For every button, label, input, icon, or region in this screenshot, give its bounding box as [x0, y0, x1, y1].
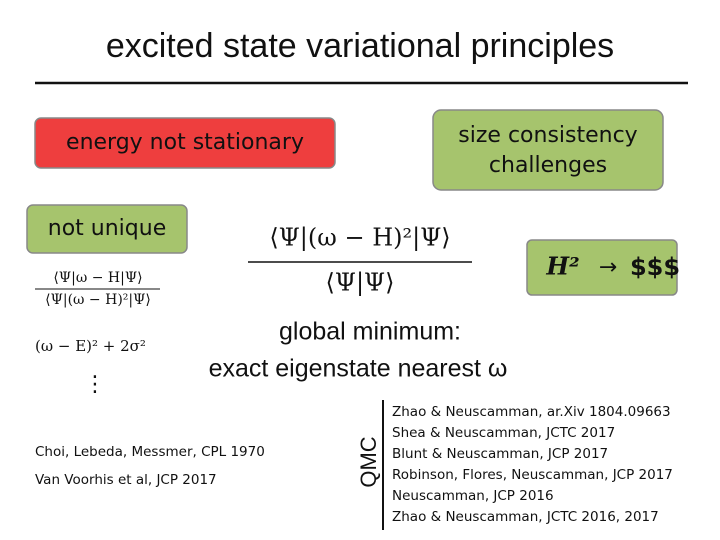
- unique-box: [26, 204, 188, 254]
- cost-rhs: $$$: [630, 253, 680, 281]
- variance-formula: (ω − E)² + 2σ²: [35, 337, 146, 355]
- qmc-label: QMC: [356, 436, 381, 487]
- cost-box: [526, 239, 678, 296]
- qmc-ref: Robinson, Flores, Neuscamman, JCP 2017: [392, 467, 673, 483]
- ellipsis: ⋮: [84, 372, 106, 397]
- size-box: [432, 109, 664, 191]
- cost-arrow: →: [599, 255, 617, 280]
- global-text: exact eigenstate nearest ω: [209, 355, 508, 383]
- left-ref: Choi, Lebeda, Messmer, CPL 1970: [35, 444, 265, 460]
- ratio-denominator: ⟨Ψ|(ω − H)²|Ψ⟩: [45, 292, 151, 308]
- energy-box: [34, 117, 336, 169]
- qmc-ref: Zhao & Neuscamman, ar.Xiv 1804.09663: [392, 404, 671, 420]
- qmc-ref: Blunt & Neuscamman, JCP 2017: [392, 446, 608, 462]
- qmc-refs: Zhao & Neuscamman, ar.Xiv 1804.09663 Shea…: [392, 404, 673, 525]
- qmc-ref: Zhao & Neuscamman, JCTC 2016, 2017: [392, 509, 659, 525]
- global-text: global minimum:: [279, 318, 461, 346]
- left-ref: Van Voorhis et al, JCP 2017: [35, 472, 217, 488]
- formula-denominator: ⟨Ψ|Ψ⟩: [326, 269, 395, 298]
- title: excited state variational principles: [106, 27, 614, 65]
- formula-numerator: ⟨Ψ|(ω − H)²|Ψ⟩: [269, 224, 450, 253]
- size-text: size consistency: [458, 123, 637, 148]
- qmc-ref: Neuscamman, JCP 2016: [392, 488, 554, 504]
- size-text: challenges: [489, 153, 607, 178]
- ratio-numerator: ⟨Ψ|ω − H|Ψ⟩: [53, 270, 142, 286]
- energy-text: energy not stationary: [66, 130, 304, 155]
- cost-lhs: H²: [545, 252, 579, 281]
- unique-text: not unique: [48, 216, 166, 241]
- qmc-ref: Shea & Neuscamman, JCTC 2017: [392, 425, 615, 441]
